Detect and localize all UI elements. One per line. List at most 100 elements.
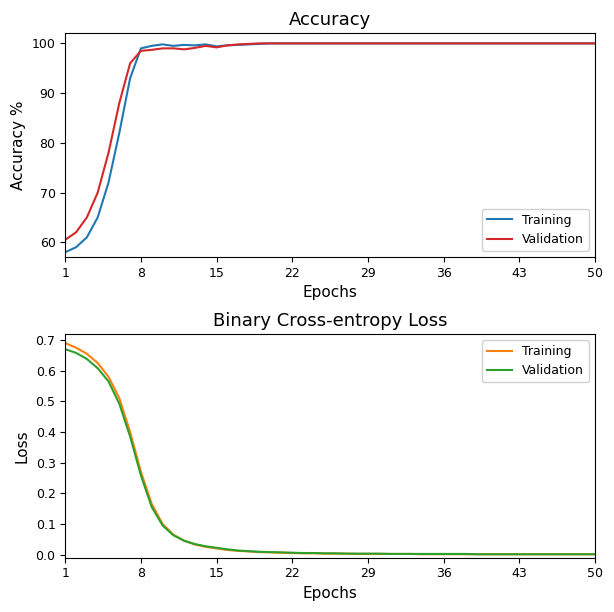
Training: [354, 550, 361, 558]
Validation: [537, 40, 545, 47]
Validation: [148, 504, 155, 511]
Training: [181, 41, 188, 48]
Training: [321, 550, 328, 558]
Training: [408, 550, 415, 558]
Validation: [418, 40, 426, 47]
Training: [278, 40, 285, 47]
Validation: [126, 433, 134, 440]
Training: [94, 359, 101, 367]
Training: [246, 548, 253, 555]
Training: [429, 551, 437, 558]
Validation: [267, 40, 274, 47]
Training: [267, 40, 274, 47]
Training: [472, 551, 480, 558]
Training: [246, 41, 253, 48]
Validation: [202, 543, 209, 550]
Training: [202, 543, 209, 551]
Validation: [72, 229, 80, 236]
Validation: [169, 45, 177, 52]
Training: [72, 344, 80, 351]
Training: [570, 40, 577, 47]
Training: [483, 40, 491, 47]
Validation: [418, 550, 426, 558]
Y-axis label: Accuracy %: Accuracy %: [11, 100, 26, 190]
Y-axis label: Loss: Loss: [15, 429, 30, 463]
Training: [256, 548, 263, 556]
Validation: [235, 547, 242, 554]
Line: Training: Training: [65, 43, 595, 252]
Training: [494, 551, 501, 558]
Validation: [505, 551, 512, 558]
Training: [580, 40, 588, 47]
Training: [148, 42, 155, 50]
Training: [321, 40, 328, 47]
Validation: [213, 544, 220, 551]
Validation: [526, 40, 534, 47]
Training: [72, 244, 80, 251]
Validation: [429, 40, 437, 47]
Validation: [181, 537, 188, 545]
Training: [559, 40, 566, 47]
Training: [408, 40, 415, 47]
Training: [169, 531, 177, 539]
Validation: [267, 548, 274, 556]
Validation: [289, 549, 296, 556]
Validation: [289, 40, 296, 47]
Validation: [72, 349, 80, 357]
Validation: [591, 551, 599, 558]
Training: [115, 129, 123, 136]
Validation: [61, 346, 69, 353]
Training: [105, 179, 112, 186]
Validation: [278, 549, 285, 556]
Training: [462, 551, 469, 558]
Validation: [126, 59, 134, 67]
Validation: [408, 40, 415, 47]
Training: [256, 40, 263, 48]
Validation: [181, 46, 188, 53]
Validation: [397, 550, 404, 558]
Training: [505, 551, 512, 558]
Training: [223, 42, 231, 49]
Validation: [159, 522, 166, 529]
Validation: [235, 41, 242, 48]
Training: [181, 537, 188, 545]
Training: [94, 214, 101, 221]
Training: [115, 395, 123, 402]
Training: [300, 40, 307, 47]
Training: [61, 248, 69, 256]
Training: [138, 468, 145, 476]
Training: [84, 350, 91, 357]
Training: [148, 500, 155, 507]
Validation: [354, 550, 361, 558]
Line: Training: Training: [65, 343, 595, 554]
Training: [364, 40, 371, 47]
Training: [235, 547, 242, 554]
Validation: [343, 40, 350, 47]
Validation: [386, 40, 393, 47]
Validation: [559, 40, 566, 47]
Training: [159, 520, 166, 528]
Training: [418, 551, 426, 558]
Validation: [440, 40, 447, 47]
Validation: [310, 550, 317, 557]
Validation: [256, 40, 263, 47]
Training: [159, 41, 166, 48]
Validation: [192, 540, 199, 548]
Training: [429, 40, 437, 47]
Legend: Training, Validation: Training, Validation: [482, 209, 589, 251]
Validation: [159, 45, 166, 52]
Validation: [580, 40, 588, 47]
Validation: [84, 214, 91, 221]
Training: [364, 550, 371, 558]
Validation: [94, 365, 101, 372]
Training: [223, 547, 231, 554]
Validation: [483, 40, 491, 47]
Validation: [472, 40, 480, 47]
Training: [310, 550, 317, 557]
Training: [472, 40, 480, 47]
Training: [126, 428, 134, 436]
Validation: [138, 47, 145, 54]
Validation: [192, 44, 199, 51]
Validation: [408, 550, 415, 558]
Training: [418, 40, 426, 47]
